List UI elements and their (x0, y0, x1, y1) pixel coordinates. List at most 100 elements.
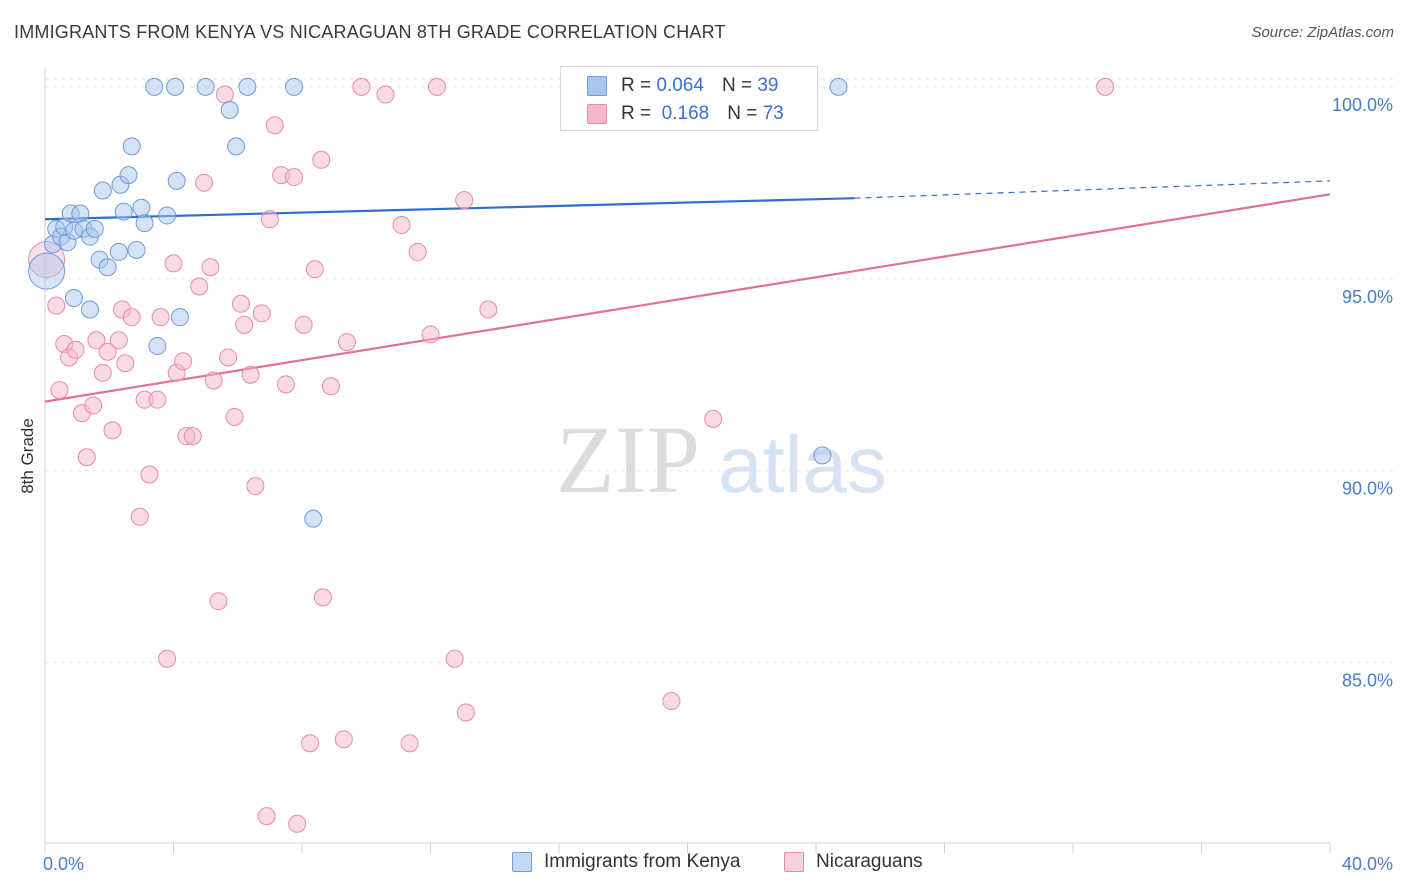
data-point-nicaraguans (305, 260, 324, 279)
data-point-nicaraguans (334, 730, 353, 749)
y-axis-label: 8th Grade (18, 418, 37, 494)
legend-swatch-nicaraguans (587, 104, 607, 124)
bottom-legend-swatch-kenya (512, 852, 532, 872)
data-point-nicaraguans (337, 333, 356, 352)
data-point-nicaraguans (312, 150, 331, 169)
x-tick-label-max: 40.0% (1342, 854, 1393, 874)
tick-labels: 85.0% 90.0% 95.0% 100.0% 0.0% 40.0% (43, 95, 1393, 874)
data-point-kenya (71, 204, 90, 223)
data-point-nicaraguans (84, 396, 103, 415)
axes (44, 68, 1331, 853)
bottom-legend-label-nicaraguans: Nicaraguans (816, 851, 923, 872)
correlation-legend: R = 0.064 N = 39 R = 0.168 N = 73 (560, 66, 818, 131)
data-point-nicaraguans (313, 588, 332, 607)
data-point-nicaraguans (140, 465, 159, 484)
data-point-nicaraguans (241, 365, 260, 384)
kenya-points (28, 77, 848, 528)
data-point-nicaraguans (87, 331, 106, 350)
bottom-legend-nicaraguans: Nicaraguans (784, 851, 923, 873)
data-point-kenya (109, 242, 128, 261)
chart-title: IMMIGRANTS FROM KENYA VS NICARAGUAN 8TH … (14, 22, 726, 42)
data-point-nicaraguans (98, 342, 117, 361)
legend-row-nicaraguans: R = 0.168 N = 73 (587, 101, 784, 127)
data-point-nicaraguans (158, 649, 177, 668)
data-point-nicaraguans (195, 173, 214, 192)
legend-n-label: N = (727, 103, 758, 124)
data-point-kenya (122, 137, 141, 156)
y-tick-label: 95.0% (1342, 287, 1393, 307)
data-point-kenya (238, 77, 257, 96)
data-point-nicaraguans (209, 592, 228, 611)
legend-n-value-kenya: 39 (757, 75, 779, 96)
data-point-nicaraguans (479, 300, 498, 319)
legend-r-label: R = (621, 75, 652, 96)
data-point-nicaraguans (421, 325, 440, 344)
legend-row-kenya: R = 0.064 N = 39 (587, 73, 778, 99)
data-point-nicaraguans (122, 308, 141, 327)
data-point-nicaraguans (109, 331, 128, 350)
data-point-kenya (227, 137, 246, 156)
data-point-kenya (98, 258, 117, 277)
y-tick-label: 100.0% (1332, 95, 1393, 115)
data-point-nicaraguans (392, 216, 411, 235)
data-point-kenya (220, 100, 239, 119)
data-point-nicaraguans (235, 315, 254, 334)
bottom-legend-label-kenya: Immigrants from Kenya (544, 851, 741, 872)
trend-lines (44, 180, 1331, 403)
data-point-nicaraguans (321, 377, 340, 396)
data-point-nicaraguans (190, 277, 209, 296)
data-point-nicaraguans (284, 168, 303, 187)
data-point-nicaraguans (77, 448, 96, 467)
data-point-nicaraguans (252, 304, 271, 323)
data-point-nicaraguans (231, 294, 250, 313)
data-point-nicaraguans (47, 296, 66, 315)
data-point-nicaraguans (151, 308, 170, 327)
data-point-kenya (114, 202, 133, 221)
data-point-kenya (132, 198, 151, 217)
data-point-nicaraguans (174, 352, 193, 371)
y-tick-label: 85.0% (1342, 671, 1393, 691)
data-point-kenya (158, 206, 177, 225)
data-point-kenya (135, 214, 154, 233)
data-point-kenya (119, 166, 138, 185)
data-point-kenya (304, 509, 323, 528)
x-tick-label-min: 0.0% (43, 854, 84, 874)
legend-swatch-kenya (587, 76, 607, 96)
bottom-legend-kenya: Immigrants from Kenya (512, 851, 740, 873)
trend-line-nicaraguans (44, 193, 1331, 403)
legend-r-label: R = (621, 103, 652, 124)
data-point-nicaraguans (246, 477, 265, 496)
data-point-nicaraguans (265, 116, 284, 135)
data-point-nicaraguans (50, 381, 69, 400)
data-point-nicaraguans (66, 340, 85, 359)
data-point-nicaraguans (103, 421, 122, 440)
legend-n-value-nicaraguans: 73 (762, 103, 784, 124)
data-point-nicaraguans (183, 427, 202, 446)
legend-r-value-kenya: 0.064 (656, 75, 704, 96)
trend-line-kenya (44, 197, 855, 221)
data-point-nicaraguans (376, 85, 395, 104)
data-point-nicaraguans (427, 77, 446, 96)
data-point-nicaraguans (164, 254, 183, 273)
watermark-zip: ZIP (556, 406, 700, 513)
data-point-nicaraguans (204, 371, 223, 390)
data-point-kenya (166, 77, 185, 96)
nicaraguans-points (28, 77, 1115, 833)
data-point-kenya (170, 308, 189, 327)
data-point-kenya (196, 77, 215, 96)
data-point-kenya (85, 219, 104, 238)
data-point-nicaraguans (257, 807, 276, 826)
data-point-nicaraguans (260, 210, 279, 229)
data-point-nicaraguans (400, 734, 419, 753)
data-point-nicaraguans (116, 354, 135, 373)
data-point-nicaraguans (301, 734, 320, 753)
data-point-nicaraguans (130, 507, 149, 526)
source-label: Source: ZipAtlas.com (1251, 24, 1394, 41)
data-point-nicaraguans (93, 363, 112, 382)
data-point-nicaraguans (456, 703, 475, 722)
data-point-nicaraguans (662, 691, 681, 710)
data-point-nicaraguans (148, 390, 167, 409)
data-point-nicaraguans (219, 348, 238, 367)
bottom-legend-swatch-nicaraguans (784, 852, 804, 872)
